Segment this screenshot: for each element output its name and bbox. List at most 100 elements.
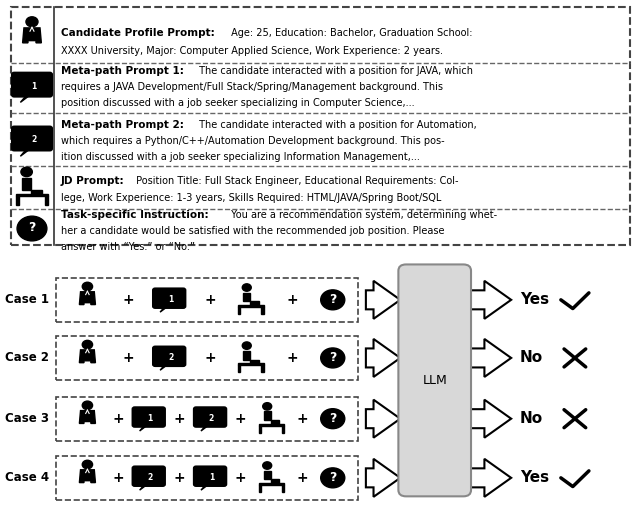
Text: ?: ? [28, 221, 36, 234]
Polygon shape [469, 339, 511, 377]
Text: +: + [112, 471, 124, 485]
Text: 1: 1 [168, 295, 173, 304]
Polygon shape [250, 302, 259, 305]
FancyBboxPatch shape [193, 406, 227, 428]
Polygon shape [79, 410, 95, 423]
Polygon shape [469, 400, 511, 438]
Text: Case 2: Case 2 [4, 352, 49, 364]
Polygon shape [238, 365, 241, 372]
Polygon shape [16, 196, 19, 205]
Polygon shape [238, 363, 264, 365]
Text: +: + [235, 471, 246, 485]
Text: Yes: Yes [520, 293, 549, 307]
Polygon shape [366, 400, 400, 438]
Polygon shape [238, 305, 264, 307]
Text: 1: 1 [148, 414, 153, 423]
Text: ?: ? [329, 412, 337, 425]
Text: +: + [122, 293, 134, 307]
Text: which requires a Python/C++/Automation Development background. This pos-: which requires a Python/C++/Automation D… [61, 136, 444, 146]
Polygon shape [16, 194, 48, 196]
Text: Case 4: Case 4 [4, 472, 49, 484]
Polygon shape [469, 281, 511, 319]
Text: No: No [520, 411, 543, 426]
Text: No: No [520, 350, 543, 365]
Polygon shape [271, 421, 279, 424]
Text: +: + [112, 412, 124, 426]
Polygon shape [282, 425, 284, 433]
Polygon shape [79, 350, 95, 363]
Text: Task-specific Instruction:: Task-specific Instruction: [61, 210, 208, 220]
Text: +: + [286, 351, 298, 365]
Polygon shape [259, 483, 284, 485]
Circle shape [321, 348, 345, 368]
Text: Candidate Profile Prompt:: Candidate Profile Prompt: [61, 28, 214, 38]
FancyBboxPatch shape [132, 466, 166, 487]
Text: Yes: Yes [520, 470, 549, 485]
Polygon shape [45, 196, 48, 205]
Text: Case 3: Case 3 [4, 412, 49, 425]
Circle shape [17, 216, 47, 241]
Text: Age: 25, Education: Bachelor, Graduation School:: Age: 25, Education: Bachelor, Graduation… [228, 28, 473, 38]
Polygon shape [243, 293, 250, 302]
Polygon shape [366, 339, 400, 377]
Text: +: + [296, 412, 308, 426]
Text: The candidate interacted with a position for JAVA, which: The candidate interacted with a position… [196, 66, 473, 76]
Text: LLM: LLM [422, 374, 447, 387]
Polygon shape [250, 359, 259, 363]
Text: ?: ? [329, 293, 337, 306]
Text: You are a recommendation system, determining whet-: You are a recommendation system, determi… [228, 210, 497, 220]
Polygon shape [469, 459, 511, 497]
Text: ition discussed with a job seeker specializing Information Management,...: ition discussed with a job seeker specia… [61, 152, 420, 161]
Polygon shape [79, 470, 95, 483]
Circle shape [263, 462, 272, 469]
Polygon shape [201, 425, 209, 431]
Text: +: + [204, 293, 216, 307]
Polygon shape [201, 484, 209, 490]
Polygon shape [20, 95, 30, 102]
Circle shape [83, 282, 93, 291]
Polygon shape [140, 425, 147, 431]
Text: JD Prompt:: JD Prompt: [61, 176, 124, 186]
Circle shape [243, 342, 252, 349]
Polygon shape [160, 306, 168, 312]
Text: ?: ? [329, 471, 337, 484]
Polygon shape [262, 365, 264, 372]
Text: +: + [204, 351, 216, 365]
Text: her a candidate would be satisfied with the recommended job position. Please: her a candidate would be satisfied with … [61, 226, 444, 236]
Polygon shape [22, 28, 42, 43]
Polygon shape [264, 470, 271, 479]
Circle shape [243, 284, 252, 291]
Text: The candidate interacted with a position for Automation,: The candidate interacted with a position… [196, 120, 477, 130]
Text: +: + [173, 412, 185, 426]
Polygon shape [366, 281, 400, 319]
Text: +: + [173, 471, 185, 485]
Text: requires a JAVA Development/Full Stack/Spring/Management background. This: requires a JAVA Development/Full Stack/S… [61, 82, 443, 92]
Bar [56, 278, 358, 322]
Polygon shape [259, 485, 261, 492]
Circle shape [83, 401, 93, 409]
Text: +: + [296, 471, 308, 485]
Text: Position Title: Full Stack Engineer, Educational Requirements: Col-: Position Title: Full Stack Engineer, Edu… [132, 176, 458, 186]
Text: +: + [122, 351, 134, 365]
Text: ?: ? [329, 351, 337, 364]
FancyBboxPatch shape [398, 264, 471, 496]
Text: XXXX University, Major: Computer Applied Science, Work Experience: 2 years.: XXXX University, Major: Computer Applied… [61, 46, 443, 56]
Bar [11, 7, 630, 245]
Text: +: + [286, 293, 298, 307]
FancyBboxPatch shape [193, 466, 227, 487]
Polygon shape [79, 292, 95, 305]
Circle shape [83, 340, 93, 349]
Polygon shape [22, 178, 31, 190]
Circle shape [321, 290, 345, 310]
Circle shape [263, 402, 272, 410]
FancyBboxPatch shape [152, 287, 186, 309]
Text: +: + [235, 412, 246, 426]
Text: 1: 1 [31, 82, 36, 91]
Circle shape [321, 468, 345, 488]
Polygon shape [282, 485, 284, 492]
Polygon shape [259, 424, 284, 425]
Polygon shape [271, 479, 279, 483]
Text: 2: 2 [168, 353, 173, 362]
Text: Meta-path Prompt 1:: Meta-path Prompt 1: [61, 66, 184, 76]
Polygon shape [264, 412, 271, 421]
